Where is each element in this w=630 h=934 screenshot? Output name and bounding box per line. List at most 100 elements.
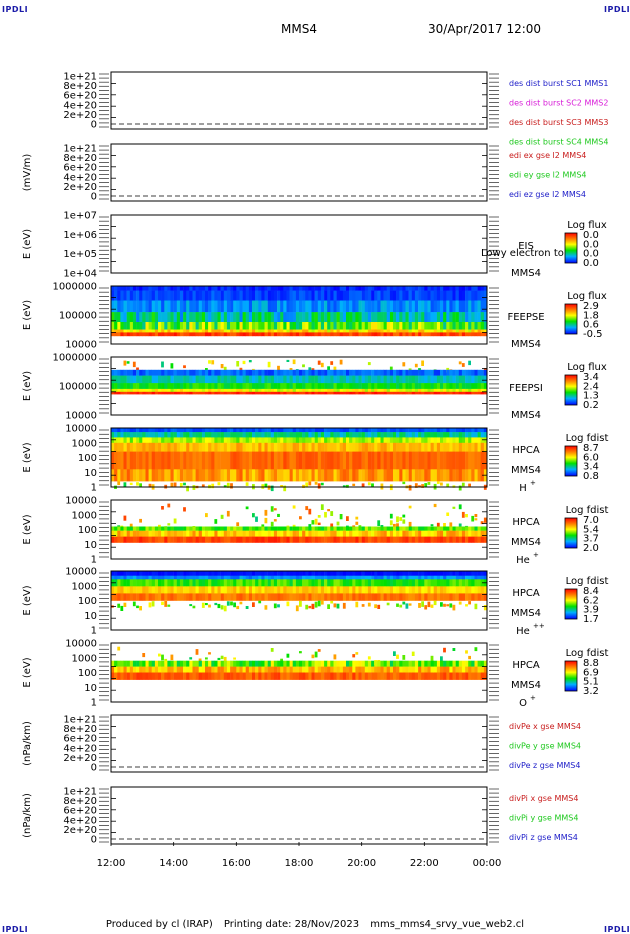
spectrogram-cell [477, 369, 481, 376]
spectrogram-cell [446, 286, 450, 291]
spectrogram-cell [418, 332, 422, 337]
spectrogram-cell [455, 286, 460, 291]
legend-entry: divPi z gse MMS4 [509, 833, 578, 842]
spectrogram-cell [474, 432, 478, 438]
spectrogram-cell [170, 369, 174, 376]
spectrogram-cell [129, 672, 134, 680]
spectrogram-cell [226, 510, 230, 517]
spectrogram-cell [461, 660, 466, 667]
spectrogram-cell [258, 432, 262, 438]
spectrogram-cell [339, 526, 344, 531]
spectrogram-cell [324, 286, 328, 291]
spectrogram-cell [414, 469, 419, 482]
spectrogram-cell [371, 286, 375, 291]
spectrogram-cell [380, 451, 384, 470]
spectrogram-cell [380, 571, 384, 576]
spectrogram-cell [261, 579, 265, 587]
spectrogram-cell [129, 530, 134, 537]
spectrogram-cell [151, 526, 156, 531]
spectrogram-cell [352, 571, 356, 576]
spectrogram-cell [158, 672, 162, 680]
spectrogram-cell [142, 312, 146, 323]
spectrogram-cell [308, 432, 312, 438]
spectrogram-cell [123, 586, 127, 594]
spectrogram-cell [277, 432, 281, 438]
spectrogram-cell [273, 332, 278, 337]
spectrogram-cell [220, 322, 225, 330]
spectrogram-cell [324, 536, 328, 543]
spectrogram-cell [120, 530, 124, 537]
spectrogram-cell [173, 526, 178, 531]
spectrogram-cell [205, 369, 209, 376]
spectrogram-cell [289, 536, 293, 543]
spectrogram-cell [283, 388, 287, 393]
spectrogram-cell [352, 660, 356, 667]
spectrogram-cell [418, 485, 421, 488]
spectrogram-cell [277, 369, 281, 376]
spectrogram-cell [117, 579, 121, 587]
spectrogram-cell [114, 586, 118, 594]
spectrogram-cell [346, 593, 350, 601]
spectrogram-cell [355, 300, 359, 313]
spectrogram-cell [176, 369, 181, 376]
spectrogram-cell [465, 332, 469, 337]
spectrogram-cell [433, 329, 438, 333]
spectrogram-cell [361, 375, 366, 384]
spectrogram-cell [151, 530, 156, 537]
spectrogram-cell [258, 286, 262, 291]
spectrogram-cell [226, 575, 231, 580]
spectrogram-cell [342, 593, 347, 601]
spectrogram-cell [230, 579, 234, 587]
spectrogram-cell [158, 286, 162, 291]
spectrogram-cell [433, 469, 438, 482]
spectrogram-cell [411, 666, 416, 673]
spectrogram-cell [264, 517, 268, 524]
spectrogram-cell [430, 391, 434, 395]
spectrogram-cell [427, 482, 431, 485]
spectrogram-cell [299, 332, 303, 337]
spectrogram-cell [433, 391, 438, 395]
spectrogram-cell [161, 526, 165, 531]
spectrogram-cell [129, 375, 134, 384]
spectrogram-cell [443, 603, 446, 607]
spectrogram-cell [233, 388, 237, 393]
spectrogram-cell [167, 312, 171, 323]
spectrogram-cell [195, 329, 199, 333]
spectrogram-cell [220, 383, 225, 390]
spectrogram-cell [418, 388, 422, 393]
spectrogram-cell [198, 571, 203, 576]
spectrogram-cell [217, 579, 221, 587]
ytick-label: 1e+07 [63, 211, 97, 222]
spectrogram-cell [436, 375, 441, 384]
corner-label-top-left: IPDLI [2, 5, 29, 14]
spectrogram-cell [211, 388, 215, 393]
spectrogram-cell [440, 329, 444, 333]
spectrogram-cell [396, 286, 400, 291]
instrument-label: HPCA [512, 517, 540, 528]
spectrogram-cell [389, 575, 394, 580]
spectrogram-cell [255, 571, 259, 576]
spectrogram-cell [201, 593, 206, 601]
spectrogram-cell [446, 672, 450, 680]
spectrogram-cell [267, 391, 272, 395]
spectrogram-cell [389, 579, 394, 587]
spectrogram-cell [208, 437, 212, 443]
spectrogram-cell [273, 469, 278, 482]
spectrogram-cell [120, 593, 124, 601]
spectrogram-cell [327, 286, 331, 291]
spectrogram-cell [245, 672, 250, 680]
spectrogram-cell [173, 290, 178, 301]
spectrogram-cell [198, 322, 203, 330]
spectrogram-cell [242, 593, 246, 601]
spectrogram-cell [333, 312, 337, 323]
spectrogram-cell [258, 322, 262, 330]
spectrogram-cell [471, 290, 475, 301]
spectrogram-cell [371, 391, 375, 395]
spectrogram-cell [474, 300, 478, 313]
spectrogram-cell [295, 332, 300, 337]
spectrogram-cell [239, 660, 243, 667]
spectrogram-cell [414, 666, 419, 673]
spectrogram-cell [299, 593, 303, 601]
spectrogram-cell [167, 530, 171, 537]
spectrogram-cell [308, 369, 312, 376]
